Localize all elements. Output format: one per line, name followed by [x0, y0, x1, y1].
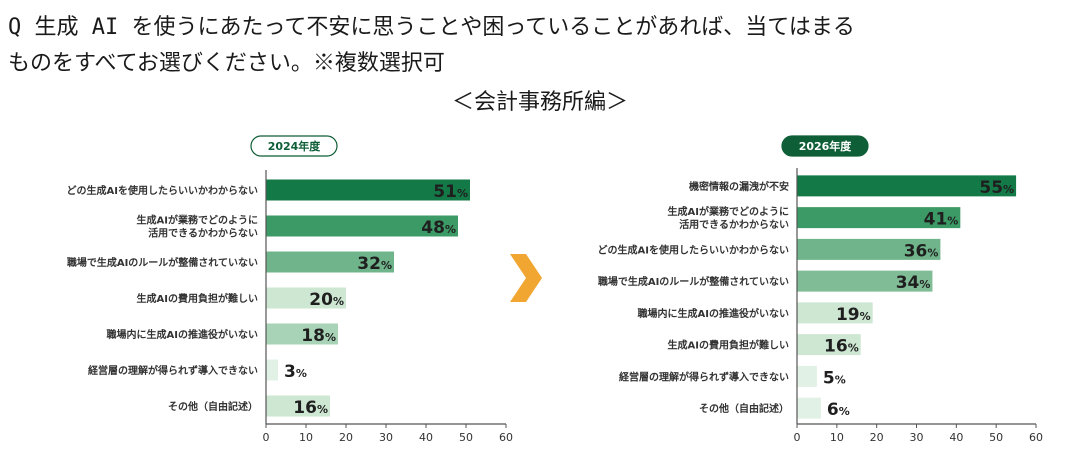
chart-subtitle: ＜会計事務所編＞ [451, 90, 628, 115]
data-label: 55% [979, 178, 1014, 198]
bar [266, 359, 278, 381]
x-tick-label: 20 [339, 431, 353, 444]
bar [797, 207, 961, 229]
category-label: 職場内に生成AIの推進役がいない [638, 307, 789, 320]
category-label: 職場で生成AIのルールが整備されていない [67, 256, 258, 269]
bar [797, 270, 933, 292]
bar [797, 175, 1017, 197]
bar [266, 179, 470, 201]
category-label: その他（自由記述） [699, 402, 789, 415]
data-label: 20% [309, 290, 344, 310]
bar [797, 238, 941, 260]
category-label: 活用できるかわからない [148, 227, 258, 240]
category-label: 経営層の理解が得られず導入できない [619, 370, 789, 383]
x-tick-label: 60 [499, 431, 513, 444]
x-tick-label: 0 [794, 431, 801, 444]
category-label: その他（自由記述） [168, 400, 258, 413]
x-tick-label: 30 [379, 431, 393, 444]
data-label: 19% [836, 305, 871, 325]
arrow-right-icon [510, 254, 542, 302]
x-tick-label: 30 [910, 431, 924, 444]
bar [266, 251, 394, 273]
x-tick-label: 50 [459, 431, 473, 444]
data-label: 32% [357, 254, 392, 274]
year-tag [250, 135, 338, 157]
category-label: 活用できるかわからない [679, 218, 789, 231]
category-label: 職場で生成AIのルールが整備されていない [598, 275, 789, 288]
data-label: 3% [284, 362, 307, 382]
x-tick-label: 10 [299, 431, 313, 444]
x-tick-label: 0 [263, 431, 270, 444]
category-label: 経営層の理解が得られず導入できない [88, 364, 258, 377]
category-label: 生成AIの費用負担が難しい [668, 339, 789, 352]
x-tick-label: 50 [989, 431, 1003, 444]
category-label: 生成AIが業務でどのように [137, 214, 258, 227]
data-label: 48% [421, 218, 456, 238]
category-label: 生成AIが業務でどのように [668, 205, 789, 218]
category-label: 生成AIの費用負担が難しい [137, 292, 258, 305]
data-label: 6% [827, 400, 850, 420]
year-tag-label: 2024年度 [268, 139, 322, 153]
x-tick-label: 10 [830, 431, 844, 444]
data-label: 41% [924, 210, 959, 230]
question-line-1: Q 生成 AI を使うにあたって不安に思うことや困っていることがあれば、当てはま… [8, 15, 855, 40]
bar [797, 365, 817, 387]
bar [266, 287, 346, 309]
year-tag [781, 135, 869, 157]
bar [797, 302, 873, 324]
bar [266, 395, 330, 417]
category-label: どの生成AIを使用したらいいかわからない [598, 243, 789, 256]
bar [797, 397, 821, 419]
data-label: 16% [293, 398, 328, 418]
category-label: どの生成AIを使用したらいいかわからない [67, 184, 258, 197]
data-label: 36% [904, 241, 939, 261]
bar [266, 323, 338, 345]
category-label: 職場内に生成AIの推進役がいない [107, 328, 258, 341]
x-tick-label: 40 [419, 431, 433, 444]
data-label: 34% [896, 273, 931, 293]
year-tag-label: 2026年度 [799, 139, 853, 153]
bar [797, 334, 861, 356]
question-text: Q 生成 AI を使うにあたって不安に思うことや困っていることがあれば、当てはま… [8, 10, 1072, 82]
bar [266, 215, 458, 237]
question-line-2: ものをすべてお選びください。※複数選択可 [8, 51, 445, 76]
x-tick-label: 40 [949, 431, 963, 444]
data-label: 51% [433, 182, 468, 202]
x-tick-label: 60 [1029, 431, 1043, 444]
data-label: 5% [823, 368, 846, 388]
data-label: 16% [824, 337, 859, 357]
category-label: 機密情報の漏洩が不安 [689, 180, 789, 193]
data-label: 18% [301, 326, 336, 346]
x-tick-label: 20 [870, 431, 884, 444]
